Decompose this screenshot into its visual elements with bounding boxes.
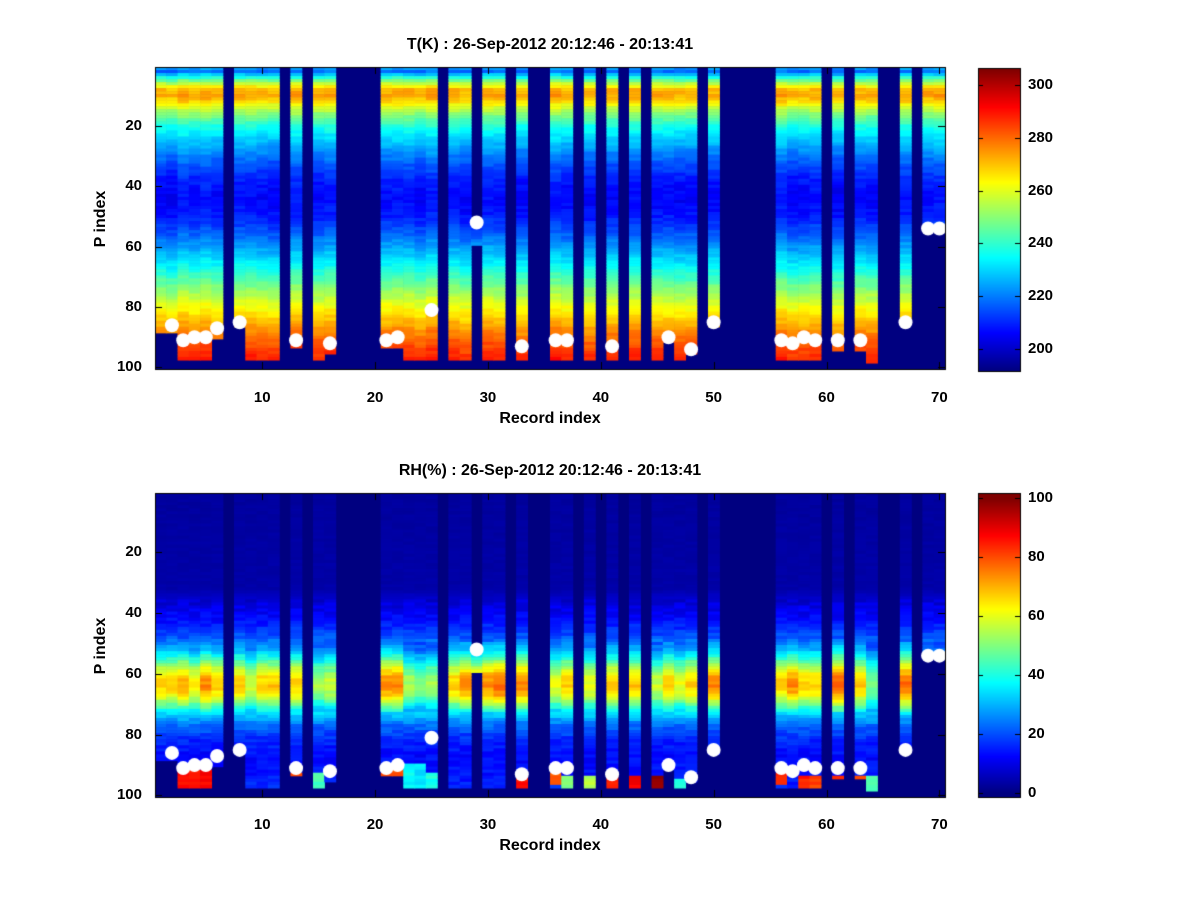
panel-title-temperature: T(K) : 26-Sep-2012 20:12:46 - 20:13:41 <box>406 36 694 53</box>
y-tick-label: 20 <box>125 116 142 134</box>
colorbar-tick-label: 220 <box>1028 287 1054 305</box>
colorbar-tick-label: 260 <box>1028 181 1054 199</box>
colorbar-tick-label: 0 <box>1028 783 1037 801</box>
y-tick-label: 80 <box>125 725 142 743</box>
x-tick-label: 30 <box>479 816 497 833</box>
colorbar-tick-label: 80 <box>1028 548 1045 566</box>
x-tick-label: 20 <box>366 389 384 406</box>
x-tick-label: 50 <box>705 389 722 406</box>
x-tick-label: 40 <box>592 389 610 406</box>
y-tick-label: 80 <box>125 298 142 316</box>
x-axis-label-humidity: Record index <box>499 837 601 854</box>
y-tick-label: 100 <box>116 358 142 376</box>
colorbar-tick-label: 60 <box>1028 607 1045 625</box>
x-tick-label: 70 <box>931 816 948 833</box>
x-axis-label-temperature: Record index <box>499 410 601 427</box>
colorbar-tick-label: 300 <box>1028 75 1054 93</box>
x-tick-label: 70 <box>931 389 948 406</box>
panel-title-humidity: RH(%) : 26-Sep-2012 20:12:46 - 20:13:41 <box>398 462 702 479</box>
y-tick-label: 40 <box>125 177 142 195</box>
colorbar-tick-label: 240 <box>1028 234 1054 252</box>
colorbar-tick-label: 280 <box>1028 128 1054 146</box>
y-tick-label: 60 <box>125 237 142 255</box>
x-tick-label: 40 <box>592 816 610 833</box>
x-tick-label: 30 <box>479 389 497 406</box>
colorbar-tick-label: 200 <box>1028 340 1054 358</box>
y-tick-label: 60 <box>125 664 142 682</box>
x-tick-label: 60 <box>818 389 835 406</box>
x-tick-label: 20 <box>366 816 384 833</box>
colorbar-tick-label: 100 <box>1028 489 1054 507</box>
y-tick-label: 20 <box>125 543 142 561</box>
colorbar-tick-label: 20 <box>1028 724 1045 742</box>
colorbar-tick-label: 40 <box>1028 666 1045 684</box>
x-tick-label: 10 <box>253 816 271 833</box>
x-tick-label: 10 <box>253 389 271 406</box>
y-tick-label: 100 <box>116 786 142 804</box>
y-tick-label: 40 <box>125 604 142 622</box>
x-tick-label: 50 <box>705 816 722 833</box>
x-tick-label: 60 <box>818 816 835 833</box>
